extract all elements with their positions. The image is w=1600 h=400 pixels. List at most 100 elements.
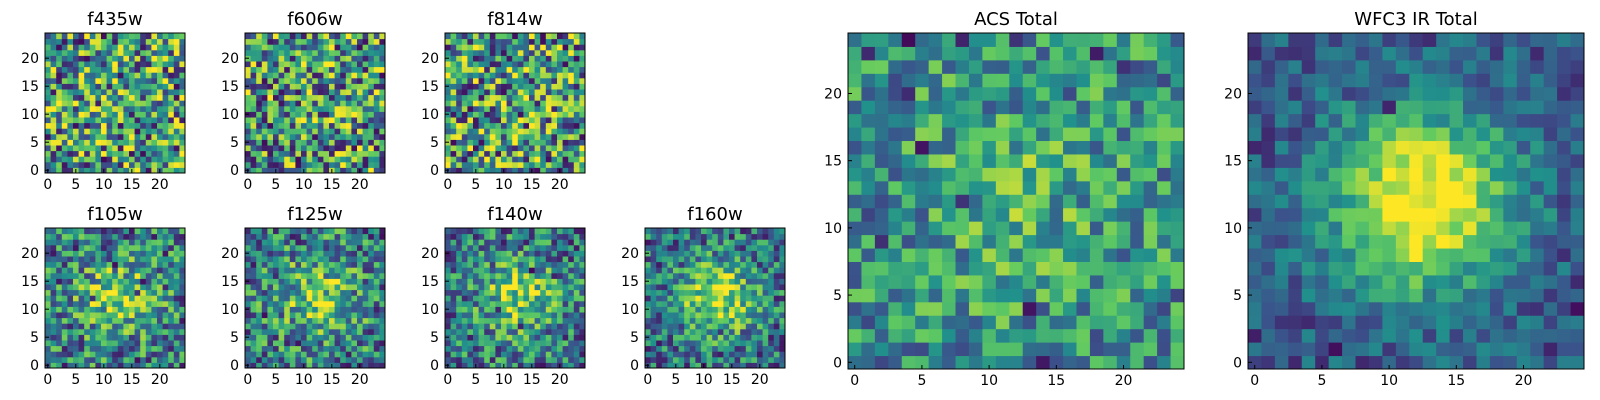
heatmap-cell	[362, 362, 369, 369]
heatmap-cell	[284, 133, 291, 140]
heatmap-cell	[551, 228, 558, 235]
heatmap-cell	[484, 111, 491, 118]
heatmap-cell	[562, 38, 569, 45]
heatmap-cell	[545, 239, 552, 246]
x-tick-label: 5	[71, 177, 80, 193]
heatmap-cell	[888, 288, 903, 303]
heatmap-cell	[529, 133, 536, 140]
heatmap-cell	[106, 295, 113, 302]
heatmap-cell	[256, 38, 263, 45]
heatmap-cell	[745, 351, 752, 358]
heatmap-cell	[267, 72, 274, 79]
heatmap-cell	[101, 312, 108, 319]
heatmap-cell	[1130, 127, 1145, 142]
heatmap-cell	[478, 161, 485, 168]
heatmap-cell	[461, 340, 468, 347]
heatmap-cell	[95, 111, 102, 118]
heatmap-cell	[848, 140, 862, 155]
heatmap-cell	[56, 94, 63, 101]
heatmap-cell	[545, 55, 552, 62]
heatmap-cell	[256, 284, 263, 291]
heatmap-cell	[317, 362, 324, 369]
heatmap-cell	[523, 233, 530, 240]
heatmap-cell	[256, 312, 263, 319]
heatmap-cell	[1049, 234, 1064, 249]
heatmap-cell	[95, 256, 102, 263]
heatmap-cell	[73, 83, 80, 90]
heatmap-cell	[495, 38, 502, 45]
heatmap-cell	[351, 72, 358, 79]
heatmap-cell	[523, 105, 530, 112]
heatmap-cell	[362, 323, 369, 330]
heatmap-cell	[478, 128, 485, 135]
heatmap-cell	[289, 100, 296, 107]
heatmap-cell	[874, 342, 889, 357]
heatmap-cell	[495, 161, 502, 168]
heatmap-cell	[1076, 167, 1091, 182]
heatmap-cell	[467, 156, 474, 163]
heatmap-cell	[357, 228, 364, 235]
heatmap-cell	[340, 289, 347, 296]
heatmap-cell	[340, 323, 347, 330]
heatmap-cell	[362, 156, 369, 163]
heatmap-cell	[278, 278, 285, 285]
heatmap-cell	[67, 156, 74, 163]
heatmap-cell	[540, 77, 547, 84]
heatmap-cell	[334, 300, 341, 307]
heatmap-cell	[456, 351, 463, 358]
heatmap-cell	[140, 44, 147, 51]
heatmap-cell	[145, 83, 152, 90]
heatmap-cell	[551, 94, 558, 101]
heatmap-cell	[573, 300, 580, 307]
heatmap-cell	[1049, 140, 1064, 155]
heatmap-cell	[489, 356, 496, 363]
heatmap-cell	[467, 33, 474, 40]
heatmap-cell	[78, 233, 85, 240]
heatmap-cell	[461, 105, 468, 112]
heatmap-cell	[61, 72, 68, 79]
heatmap-cell	[345, 89, 352, 96]
heatmap-cell	[112, 83, 119, 90]
heatmap-cell	[112, 244, 119, 251]
heatmap-cell	[345, 139, 352, 146]
heatmap-cell	[484, 139, 491, 146]
heatmap-cell	[368, 133, 375, 140]
heatmap-cell	[273, 239, 280, 246]
heatmap-cell	[968, 288, 983, 303]
heatmap-cell	[467, 284, 474, 291]
heatmap-cell	[568, 233, 575, 240]
heatmap-cell	[151, 89, 158, 96]
heatmap-cell	[573, 284, 580, 291]
heatmap-cell	[84, 105, 91, 112]
heatmap-cell	[373, 72, 380, 79]
heatmap-cell	[301, 94, 308, 101]
heatmap-cell	[1049, 207, 1064, 222]
heatmap-cell	[140, 233, 147, 240]
heatmap-cell	[701, 272, 708, 279]
heatmap-cell	[712, 312, 719, 319]
heatmap-cell	[473, 306, 480, 313]
heatmap-cell	[162, 83, 169, 90]
heatmap-cell	[734, 362, 741, 369]
y-tick-label: 20	[221, 246, 239, 262]
heatmap-cell	[351, 267, 358, 274]
heatmap-cell	[874, 261, 889, 276]
heatmap-cell	[848, 342, 862, 357]
heatmap-cell	[329, 345, 336, 352]
heatmap-cell	[334, 122, 341, 129]
heatmap-cell	[273, 244, 280, 251]
heatmap-cell	[278, 306, 285, 313]
heatmap-cell	[656, 295, 663, 302]
heatmap-cell	[129, 117, 136, 124]
heatmap-cell	[523, 55, 530, 62]
heatmap-cell	[245, 267, 252, 274]
heatmap-cell	[306, 267, 313, 274]
heatmap-cell	[157, 250, 164, 257]
heatmap-cell	[261, 83, 268, 90]
heatmap-cell	[450, 244, 457, 251]
heatmap-cell	[779, 284, 786, 291]
heatmap-cell	[551, 300, 558, 307]
heatmap-cell	[874, 355, 889, 370]
heatmap-cell	[368, 289, 375, 296]
